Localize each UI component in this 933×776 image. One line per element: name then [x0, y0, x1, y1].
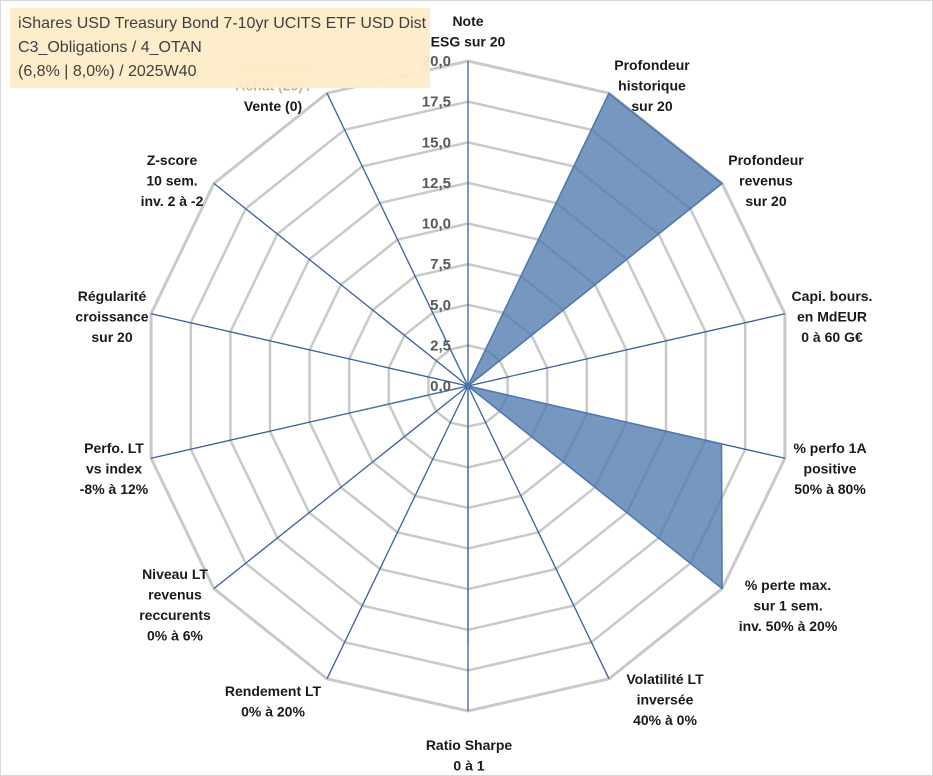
radar-spoke	[326, 385, 469, 680]
axis-label-line: positive	[804, 461, 857, 477]
axis-label-line: 0 à 1	[453, 758, 484, 774]
radar-spoke	[213, 385, 469, 590]
tick-label: 5,0	[430, 297, 451, 314]
axis-label: Profondeur historique sur 20	[614, 57, 690, 114]
radar-spoke	[467, 385, 610, 680]
axis-label-line: % perfo 1A	[793, 440, 866, 456]
axis-label-line: Rendement LT	[225, 683, 322, 699]
axis-label-line: inv. 50% à 20%	[739, 618, 838, 634]
axis-label-line: 40% à 0%	[633, 712, 697, 728]
axis-label-line: Note	[452, 13, 483, 29]
axis-label: Rendement LT 0% à 20%	[225, 683, 322, 720]
axis-label: % perte max. sur 1 sem. inv. 50% à 20%	[739, 577, 838, 634]
axis-label: Ratio Sharpe 0 à 1	[426, 737, 513, 774]
axis-label: Régularité croissance sur 20	[75, 288, 148, 345]
tick-label: 0,0	[430, 378, 451, 395]
radar-spoke	[213, 182, 469, 387]
radar-spoke	[150, 313, 469, 387]
axis-label-line: Volatilité LT	[626, 671, 704, 687]
axis-label-line: Profondeur	[614, 57, 690, 73]
axis-label-line: revenus	[739, 173, 793, 189]
axis-label-line: -8% à 12%	[80, 481, 149, 497]
axis-label-line: 0% à 20%	[241, 704, 305, 720]
fund-category: C3_Obligations / 4_OTAN	[18, 39, 202, 56]
axis-label-line: Régularité	[78, 288, 147, 304]
axis-label-line: historique	[618, 78, 686, 94]
axis-label-line: 0 à 60 G€	[801, 329, 863, 345]
tick-label: 17,5	[422, 94, 451, 111]
axis-label-line: Capi. bours.	[792, 288, 873, 304]
axis-label-line: Vente (0)	[244, 98, 302, 114]
axis-label-line: sur 20	[745, 193, 786, 209]
axis-label-line: reccurents	[139, 607, 211, 623]
fund-period: (6,8% | 8,0%) / 2025W40	[18, 63, 197, 80]
axis-label-line: % perte max.	[745, 577, 831, 593]
axis-label-line: sur 20	[631, 98, 672, 114]
axis-label: Perfo. LT vs index -8% à 12%	[80, 440, 149, 497]
tick-label: 12,5	[422, 175, 451, 192]
radar-axis-labels: Note ESG sur 20 Profondeur historique sur 20…	[75, 13, 872, 774]
radar-tick-labels: 0,02,55,07,510,012,515,017,520,0	[422, 53, 451, 395]
axis-label-line: inversée	[637, 692, 694, 708]
fund-name: iShares USD Treasury Bond 7-10yr UCITS E…	[18, 15, 427, 32]
tick-label: 15,0	[422, 134, 451, 151]
axis-label: % perfo 1A positive 50% à 80%	[793, 440, 866, 497]
axis-label: Niveau LT revenus reccurents 0% à 6%	[139, 566, 211, 644]
axis-label-line: sur 1 sem.	[753, 598, 822, 614]
axis-label-line: revenus	[148, 587, 202, 603]
tick-label: 7,5	[430, 256, 451, 273]
axis-label-line: 0% à 6%	[147, 628, 204, 644]
axis-label-line: vs index	[86, 461, 142, 477]
tick-label: 10,0	[422, 216, 451, 233]
axis-label-line: 50% à 80%	[794, 481, 866, 497]
axis-label-line: ESG sur 20	[431, 34, 506, 50]
axis-label-line: Profondeur	[728, 152, 804, 168]
radar-spoke	[467, 313, 786, 387]
radar-series	[356, 92, 723, 647]
axis-label: Profondeur revenus sur 20	[728, 152, 804, 209]
axis-label-line: Niveau LT	[142, 566, 208, 582]
axis-label: Z-score 10 sem. inv. 2 à -2	[141, 152, 204, 209]
axis-label-line: 10 sem.	[146, 173, 197, 189]
fund-info-box: iShares USD Treasury Bond 7-10yr UCITS E…	[10, 8, 430, 88]
axis-label: Note ESG sur 20	[431, 13, 506, 50]
axis-label-line: sur 20	[91, 329, 132, 345]
axis-label-line: Z-score	[147, 152, 198, 168]
tick-label: 2,5	[430, 337, 451, 354]
axis-label-line: inv. 2 à -2	[141, 193, 204, 209]
axis-label: Volatilité LT inversée 40% à 0%	[626, 671, 704, 728]
axis-label-line: en MdEUR	[797, 309, 867, 325]
axis-label-line: croissance	[75, 309, 148, 325]
axis-label-line: Perfo. LT	[84, 440, 144, 456]
axis-label: Capi. bours. en MdEUR 0 à 60 G€	[792, 288, 873, 345]
axis-label-line: Ratio Sharpe	[426, 737, 513, 753]
